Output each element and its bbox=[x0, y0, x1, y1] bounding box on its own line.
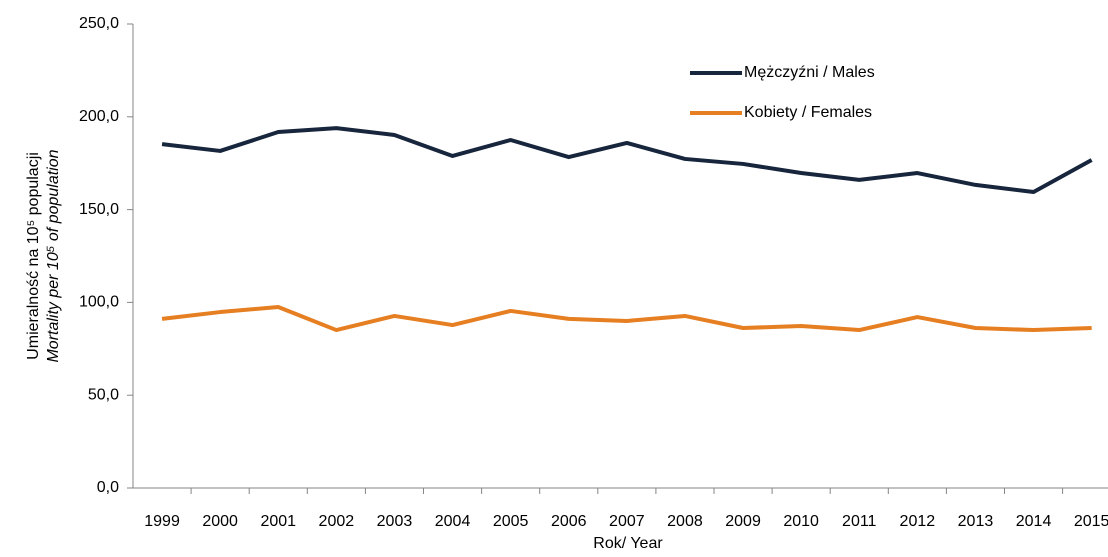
x-tick-label: 2007 bbox=[609, 513, 645, 530]
series-line bbox=[161, 305, 1092, 333]
y-label: Umieralność na 10⁵ populacji bbox=[25, 152, 42, 360]
x-tick-label: 2014 bbox=[1016, 513, 1052, 530]
y-tick-label: 100,0 bbox=[79, 294, 119, 311]
x-tick-label: 2012 bbox=[900, 513, 936, 530]
x-label: Rok/ Year bbox=[593, 535, 663, 552]
x-tick-label: 2004 bbox=[435, 513, 471, 530]
y-axis-title: Umieralność na 10⁵ populacji Mortality p… bbox=[25, 149, 62, 362]
x-tick-label: 2006 bbox=[551, 513, 587, 530]
x-tick-label: 2008 bbox=[667, 513, 703, 530]
x-tick-label: 2011 bbox=[842, 513, 877, 530]
x-tick-label: 2015 bbox=[1074, 513, 1108, 530]
x-tick-label: 2013 bbox=[958, 513, 994, 530]
x-tick-label: 2001 bbox=[260, 513, 296, 530]
x-tick-label: 2005 bbox=[493, 513, 529, 530]
x-tick-label: 2002 bbox=[319, 513, 355, 530]
series-line bbox=[161, 126, 1093, 194]
y-tick-label: 250,0 bbox=[79, 15, 119, 32]
x-tick-label: 2010 bbox=[783, 513, 819, 530]
x-tick-label: 2009 bbox=[725, 513, 761, 530]
y-tick-label: 200,0 bbox=[79, 108, 119, 125]
x-tick-label: 1999 bbox=[144, 513, 180, 530]
x-tick-label: 2003 bbox=[377, 513, 413, 530]
x-tick-label: 2000 bbox=[202, 513, 238, 530]
y-tick-label: 0,0 bbox=[97, 479, 119, 496]
y-tick-label: 50,0 bbox=[88, 386, 119, 403]
y-tick-label: 150,0 bbox=[79, 201, 119, 218]
legend-label: Kobiety / Females bbox=[744, 104, 872, 121]
legend-label: Mężczyźni / Males bbox=[744, 64, 875, 81]
y-label-2: Mortality per 10⁵ of population bbox=[45, 149, 62, 362]
